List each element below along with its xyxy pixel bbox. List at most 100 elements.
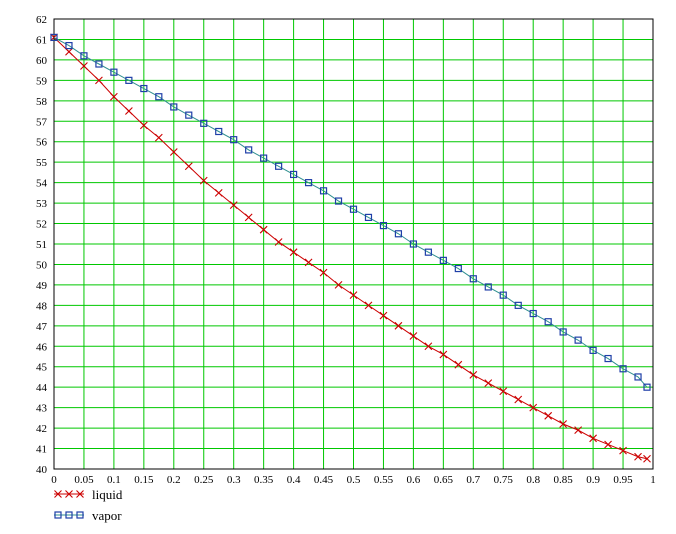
y-tick-label: 50 — [36, 259, 48, 271]
data-point-vapor — [379, 221, 388, 230]
y-tick-label: 56 — [36, 137, 48, 149]
y-tick-label: 42 — [36, 423, 47, 435]
data-point-liquid — [274, 238, 283, 246]
data-point-liquid — [80, 62, 88, 70]
data-point-vapor — [619, 365, 627, 373]
legend-item-liquid — [54, 490, 84, 498]
y-tick-label: 46 — [36, 341, 48, 353]
data-point-vapor — [185, 111, 193, 119]
y-tick-label: 61 — [36, 34, 47, 46]
y-tick-label: 59 — [36, 75, 48, 87]
data-point-liquid — [124, 107, 133, 115]
data-point-liquid — [110, 92, 118, 101]
data-point-vapor — [170, 103, 178, 111]
x-tick-label: 0.85 — [554, 474, 574, 486]
data-point-vapor — [140, 84, 148, 93]
y-tick-label: 45 — [36, 362, 48, 374]
data-point-liquid — [65, 47, 73, 56]
data-point-vapor — [125, 76, 133, 84]
data-point-liquid — [304, 258, 313, 267]
data-point-vapor — [499, 291, 507, 299]
x-tick-label: 0.35 — [254, 474, 274, 486]
y-tick-label: 52 — [36, 219, 47, 231]
data-point-vapor — [364, 213, 373, 222]
data-point-liquid — [634, 452, 642, 461]
y-tick-label: 62 — [36, 14, 47, 26]
x-tick-label: 0.15 — [134, 474, 154, 486]
data-point-vapor — [454, 264, 462, 273]
x-tick-label: 0.25 — [194, 474, 214, 486]
x-tick-label: 0.8 — [526, 474, 540, 486]
data-point-vapor — [484, 283, 492, 291]
legend: liquid vapor — [54, 487, 123, 523]
data-point-vapor — [200, 119, 208, 127]
x-tick-label: 0.1 — [107, 474, 121, 486]
data-point-liquid — [364, 301, 373, 310]
data-point-vapor — [95, 60, 103, 68]
legend-label-vapor: vapor — [92, 508, 122, 523]
data-point-vapor — [424, 248, 432, 256]
data-point-liquid — [379, 311, 388, 320]
data-point-vapor — [529, 309, 537, 318]
data-point-vapor — [469, 275, 477, 283]
data-point-liquid — [244, 213, 253, 222]
data-point-liquid — [424, 342, 433, 351]
data-point-liquid — [169, 148, 178, 156]
data-point-liquid — [499, 387, 508, 396]
y-tick-label: 44 — [36, 382, 48, 394]
y-axis: 40 41 42 43 44 45 46 47 48 49 50 51 52 53 54 55 56 57 58 59… — [36, 14, 48, 476]
y-tick-label: 55 — [36, 157, 48, 169]
y-tick-label: 41 — [36, 444, 47, 456]
legend-marker — [76, 511, 84, 519]
data-point-liquid — [484, 379, 493, 387]
data-point-liquid — [643, 454, 651, 463]
legend-marker — [76, 490, 84, 498]
legend-marker — [54, 511, 62, 519]
data-point-vapor — [304, 179, 313, 187]
y-tick-label: 57 — [36, 116, 48, 128]
data-point-vapor — [589, 346, 597, 354]
data-point-liquid — [95, 76, 103, 85]
legend-item-vapor — [54, 511, 84, 519]
x-tick-label: 0.9 — [586, 474, 600, 486]
data-point-vapor — [319, 187, 328, 195]
data-point-liquid — [199, 176, 208, 185]
y-tick-label: 48 — [36, 300, 48, 312]
x-tick-label: 0.05 — [74, 474, 94, 486]
x-tick-label: 0.65 — [434, 474, 454, 486]
data-point-vapor — [514, 301, 522, 309]
data-point-liquid — [289, 248, 298, 257]
x-tick-label: 0.7 — [466, 474, 480, 486]
x-tick-label: 0.45 — [314, 474, 334, 486]
data-point-vapor — [334, 197, 343, 205]
y-tick-label: 43 — [36, 403, 48, 415]
data-point-vapor — [50, 33, 58, 42]
series-vapor — [50, 33, 651, 391]
data-point-vapor — [80, 52, 88, 60]
y-tick-label: 51 — [36, 239, 47, 251]
data-point-liquid — [154, 133, 163, 142]
data-point-liquid — [589, 434, 597, 443]
data-point-vapor — [349, 205, 358, 213]
data-point-liquid — [544, 411, 553, 420]
y-tick-label: 49 — [36, 280, 48, 292]
y-tick-label: 53 — [36, 198, 48, 210]
data-point-liquid — [604, 440, 612, 449]
data-point-liquid — [319, 268, 328, 277]
x-tick-label: 0.55 — [374, 474, 394, 486]
data-point-liquid — [139, 121, 148, 130]
x-tick-label: 0.95 — [613, 474, 633, 486]
legend-label-liquid: liquid — [92, 487, 123, 502]
data-point-liquid — [619, 446, 627, 455]
data-point-liquid — [184, 162, 193, 171]
y-tick-label: 58 — [36, 96, 48, 108]
data-point-vapor — [559, 328, 567, 336]
data-point-liquid — [439, 350, 448, 359]
data-point-vapor — [394, 230, 403, 238]
data-point-vapor — [634, 373, 642, 381]
x-tick-label: 0 — [51, 474, 57, 486]
data-point-liquid — [259, 225, 268, 234]
data-point-liquid — [514, 395, 523, 404]
x-tick-label: 0.4 — [287, 474, 301, 486]
